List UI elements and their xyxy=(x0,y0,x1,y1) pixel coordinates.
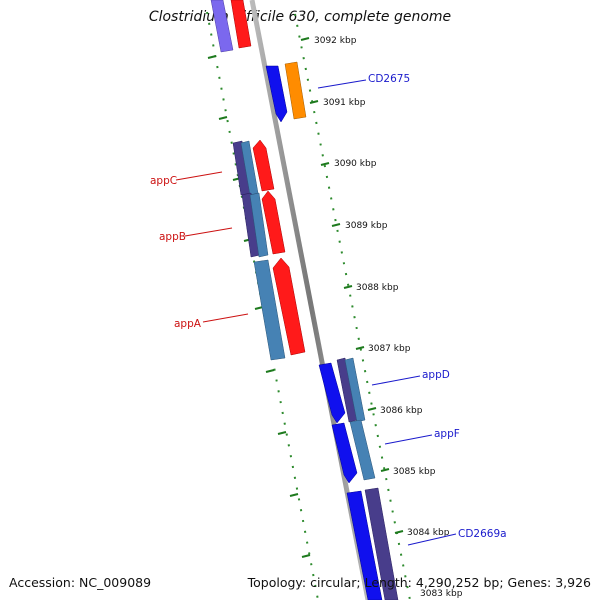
accession-text: Accession: NC_009089 xyxy=(9,575,152,590)
tick-label-3091: 3091 kbp xyxy=(323,98,366,108)
tick-mark-left-6 xyxy=(265,369,275,373)
tick-mark-3084 xyxy=(394,530,404,534)
tick-mark-3090 xyxy=(320,162,330,166)
gene-label-appf: appF xyxy=(434,428,460,440)
gene-cd2675-orange xyxy=(284,61,307,120)
leader-appf xyxy=(384,434,433,445)
tick-mark-3086 xyxy=(367,407,377,411)
leader-cd2669a xyxy=(407,533,457,546)
tick-label-3087: 3087 kbp xyxy=(368,344,411,354)
gene-appa-red xyxy=(272,257,306,356)
gene-label-cd2669a: CD2669a xyxy=(458,528,507,540)
tick-label-3085: 3085 kbp xyxy=(393,467,436,477)
tick-label-3089: 3089 kbp xyxy=(345,221,388,231)
tick-mark-3092 xyxy=(300,37,310,41)
gene-label-leaders xyxy=(175,79,457,546)
leader-appc xyxy=(175,171,223,181)
tick-mark-3087 xyxy=(355,346,365,350)
gene-label-appc: appC xyxy=(150,175,177,187)
gene-label-appd: appD xyxy=(422,369,450,381)
tick-labels: 3092 kbp 3091 kbp 3090 kbp 3089 kbp 3088… xyxy=(314,36,463,599)
leader-cd2675 xyxy=(317,79,367,89)
gene-appd-blue xyxy=(318,362,346,424)
gene-appb-steel xyxy=(249,192,269,258)
tick-label-3084: 3084 kbp xyxy=(407,528,450,538)
tick-mark-3089 xyxy=(331,223,341,227)
gene-appc-red xyxy=(252,139,275,192)
tick-label-3090: 3090 kbp xyxy=(334,159,377,169)
tick-mark-3091 xyxy=(309,100,319,104)
tick-mark-3088 xyxy=(343,285,353,289)
gene-appd-steel xyxy=(344,357,366,423)
gene-top-left-purple xyxy=(210,0,234,53)
gene-labels: CD2675 appC appB appA appD appF CD2669a xyxy=(150,73,507,540)
tick-label-3083: 3083 kbp xyxy=(420,589,463,599)
tick-mark-left-8 xyxy=(289,493,299,497)
tick-mark-left-9 xyxy=(301,554,311,558)
genome-summary-text: Topology: circular; Length: 4,290,252 bp… xyxy=(247,575,591,590)
tick-mark-3085 xyxy=(380,468,390,472)
outer-dotted-lines xyxy=(206,11,411,600)
gene-label-appa: appA xyxy=(174,318,202,330)
gene-appb-red xyxy=(261,190,286,255)
left-dotted-boundary xyxy=(206,11,319,600)
gene-top-left-red xyxy=(230,0,252,49)
gene-cd2675-blue xyxy=(265,65,288,123)
tick-label-3086: 3086 kbp xyxy=(380,406,423,416)
gene-appa-steel xyxy=(253,259,286,361)
gene-label-cd2675: CD2675 xyxy=(368,73,410,85)
gene-appf-steel xyxy=(349,419,376,481)
right-dotted-boundary xyxy=(294,13,411,600)
gene-label-appb: appB xyxy=(159,231,186,243)
tick-mark-left-1 xyxy=(207,55,217,59)
tick-label-3092: 3092 kbp xyxy=(314,36,357,46)
gene-appf-blue xyxy=(331,422,358,484)
gene-cd2669a-blue xyxy=(346,490,383,600)
leader-appa xyxy=(202,313,249,323)
leader-appd xyxy=(371,375,421,386)
tick-mark-left-2 xyxy=(218,116,228,120)
tick-label-3088: 3088 kbp xyxy=(356,283,399,293)
gene-features xyxy=(210,0,399,600)
tick-mark-left-7 xyxy=(277,431,287,435)
leader-appb xyxy=(184,227,233,237)
gene-cd2669a-slate xyxy=(364,487,399,600)
